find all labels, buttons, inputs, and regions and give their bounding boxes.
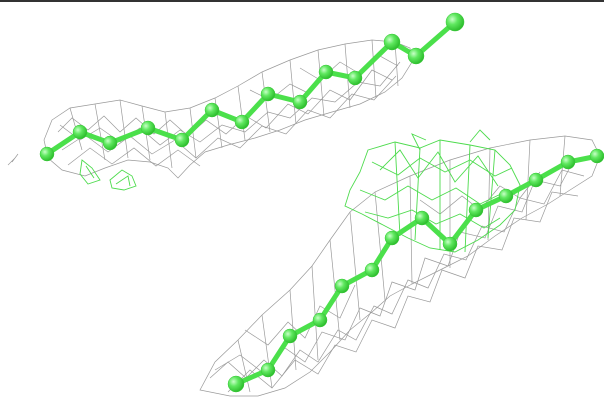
atom [414,210,430,226]
atom [384,230,400,246]
atom [442,236,458,252]
atom [318,64,334,80]
atom [140,120,156,136]
atom [39,146,55,162]
upper-chain-atoms [39,12,465,162]
atom [260,362,276,378]
top-rule [0,0,604,2]
lower-chain-bonds [233,153,601,387]
atom [498,188,514,204]
atom [174,132,190,148]
upper-green-density [79,159,137,191]
lower-green-density [344,129,521,253]
atom [347,70,363,86]
atom [234,114,250,130]
atom [312,312,328,328]
atom [589,148,604,164]
atom [528,172,544,188]
atom [282,328,298,344]
atom [260,86,276,102]
atom [560,154,576,170]
atom [292,94,308,110]
atom [334,278,350,294]
atom [227,375,245,393]
atom [445,12,465,32]
atom [72,124,88,140]
atom [364,262,380,278]
atom [204,102,220,118]
upper-density-mesh [7,39,413,179]
atom [468,202,484,218]
atom [407,47,425,65]
atom [383,33,401,51]
atom [102,135,118,151]
lower-chain-atoms [227,148,604,393]
